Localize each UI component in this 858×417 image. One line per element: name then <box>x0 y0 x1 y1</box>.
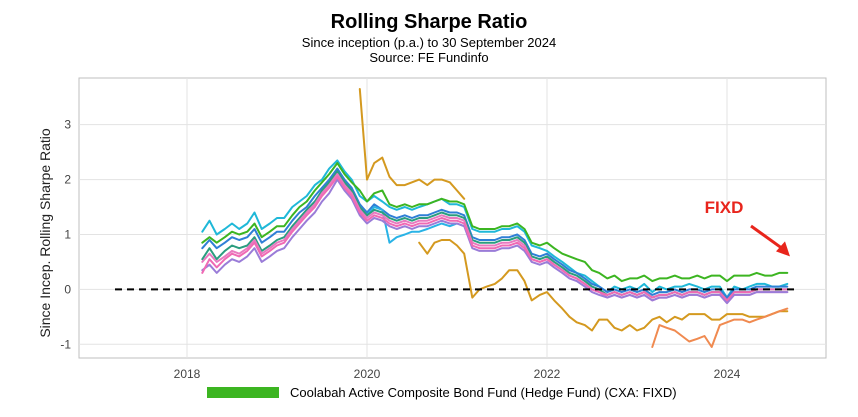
y-tick-label: -1 <box>60 337 71 351</box>
annotation-arrow <box>750 224 790 257</box>
fixd-annotation: FIXD <box>705 198 744 217</box>
x-tick-label: 2018 <box>174 367 201 381</box>
y-tick-label: 2 <box>64 173 71 187</box>
chart-subtitle: Since inception (p.a.) to 30 September 2… <box>302 35 556 50</box>
series-lines <box>201 88 789 348</box>
annotation-arrow-head <box>776 241 790 257</box>
y-tick-label: 1 <box>64 227 71 241</box>
chart-source: Source: FE Fundinfo <box>369 50 488 65</box>
legend-swatch <box>207 387 279 398</box>
series-line-6 <box>201 167 789 299</box>
axis-ticks: -1 0 1 2 3 2018 2020 2022 2024 <box>60 118 740 381</box>
series-line-1 <box>201 159 789 299</box>
x-tick-label: 2020 <box>354 367 381 381</box>
y-tick-label: 3 <box>64 118 71 132</box>
x-tick-label: 2024 <box>714 367 741 381</box>
annotation-arrow-shaft <box>750 224 786 252</box>
series-line-7 <box>358 206 466 244</box>
y-axis-label: Since Incep. Rolling Sharpe Ratio <box>37 128 53 338</box>
series-line-11 <box>201 175 789 302</box>
series-line-4 <box>651 307 789 348</box>
chart-title: Rolling Sharpe Ratio <box>331 11 528 33</box>
x-tick-label: 2022 <box>534 367 561 381</box>
series-line-10 <box>201 178 789 305</box>
legend-label: Coolabah Active Composite Bond Fund (Hed… <box>290 385 677 400</box>
y-tick-label: 0 <box>64 282 71 296</box>
series-line-2 <box>358 88 466 200</box>
series-line-5 <box>201 162 789 283</box>
